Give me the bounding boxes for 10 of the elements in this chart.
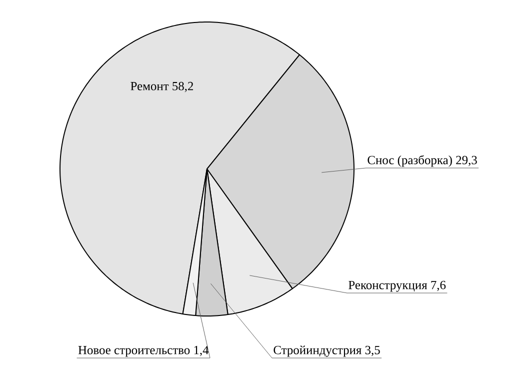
slice-label: Снос (разборка) <box>368 155 452 167</box>
slice-label: Новое строительство <box>78 346 190 357</box>
data-label: 29,3 <box>456 156 477 166</box>
data-label: 7,6 <box>431 280 446 292</box>
data-label: 58,2 <box>172 82 194 92</box>
slice-label: Ремонт <box>130 82 169 90</box>
data-label: 1,4 <box>194 346 209 356</box>
data-label: 3,5 <box>365 346 380 356</box>
slice-label: Стройиндустрия <box>274 346 362 357</box>
slice-label: Реконструкция <box>348 280 428 292</box>
